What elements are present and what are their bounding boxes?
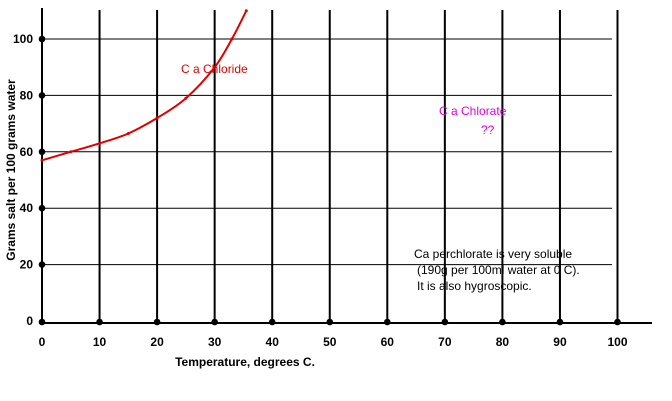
series-0-point-7 bbox=[230, 37, 234, 41]
x-tick-dot-80 bbox=[499, 318, 506, 326]
x-tick-label-70: 70 bbox=[438, 335, 452, 349]
axes bbox=[41, 8, 652, 324]
series-0-point-6 bbox=[213, 65, 217, 69]
y-tick-dot-20 bbox=[38, 261, 46, 268]
tick-labels: 0 10 20 30 40 50 60 70 80 90 100 0 20 40 60 80 100 bbox=[13, 32, 628, 349]
x-tick-label-10: 10 bbox=[93, 335, 107, 349]
series-0-point-1 bbox=[69, 150, 73, 154]
annotation-perchlorate-line-2: (190g per 100ml water at 0 C). bbox=[417, 263, 580, 277]
annotation-chlorate-title: C a Chlorate bbox=[439, 104, 507, 118]
y-tick-label-60: 60 bbox=[20, 145, 34, 159]
series-0-point-5 bbox=[184, 96, 188, 100]
annotation-perchlorate-line-3: It is also hygroscopic. bbox=[417, 279, 532, 293]
x-tick-label-100: 100 bbox=[607, 335, 627, 349]
x-tick-dot-10 bbox=[96, 318, 103, 326]
x-tick-label-80: 80 bbox=[496, 335, 510, 349]
x-tick-dot-90 bbox=[556, 318, 564, 326]
y-tick-label-20: 20 bbox=[20, 258, 34, 272]
y-tick-dot-80 bbox=[38, 92, 46, 99]
x-tick-label-30: 30 bbox=[208, 335, 222, 349]
series-layer bbox=[40, 9, 248, 162]
annotation-chlorate-question: ?? bbox=[481, 123, 495, 137]
y-tick-label-0: 0 bbox=[26, 314, 33, 328]
series-label-calcium-chloride: C a Chloride bbox=[181, 62, 248, 76]
series-line-0 bbox=[41, 10, 248, 162]
y-tick-dot-40 bbox=[38, 204, 46, 212]
x-tick-label-40: 40 bbox=[266, 335, 280, 349]
series-0-point-4 bbox=[155, 116, 159, 120]
x-tick-dot-60 bbox=[384, 318, 391, 326]
x-tick-dot-40 bbox=[268, 318, 276, 326]
x-tick-label-60: 60 bbox=[381, 335, 395, 349]
x-tick-label-0: 0 bbox=[39, 335, 46, 349]
y-tick-label-40: 40 bbox=[20, 201, 34, 215]
x-tick-dot-30 bbox=[211, 318, 218, 326]
y-axis-title: Grams salt per 100 grams water bbox=[4, 79, 18, 261]
x-axis-title: Temperature, degrees C. bbox=[175, 355, 315, 369]
y-tick-label-80: 80 bbox=[20, 88, 34, 102]
x-tick-label-90: 90 bbox=[553, 335, 567, 349]
text-layer: Temperature, degrees C. Grams salt per 1… bbox=[4, 62, 580, 369]
y-tick-dot-100 bbox=[38, 35, 46, 43]
series-0-point-3 bbox=[126, 131, 130, 135]
series-0-point-8 bbox=[244, 9, 248, 13]
x-tick-label-50: 50 bbox=[323, 335, 337, 349]
x-tick-dot-50 bbox=[326, 318, 334, 326]
grid-lines bbox=[42, 10, 619, 322]
annotation-perchlorate-line-1: Ca perchlorate is very soluble bbox=[414, 247, 572, 261]
y-tick-dot-60 bbox=[38, 148, 46, 156]
x-tick-dot-100 bbox=[614, 318, 621, 326]
series-0-point-0 bbox=[40, 158, 44, 162]
series-0-point-2 bbox=[98, 141, 102, 145]
x-tick-dot-20 bbox=[153, 318, 161, 326]
x-tick-label-20: 20 bbox=[150, 335, 164, 349]
y-tick-label-100: 100 bbox=[13, 32, 33, 46]
x-tick-dot-70 bbox=[441, 318, 449, 326]
x-tick-dot-0 bbox=[38, 318, 46, 326]
